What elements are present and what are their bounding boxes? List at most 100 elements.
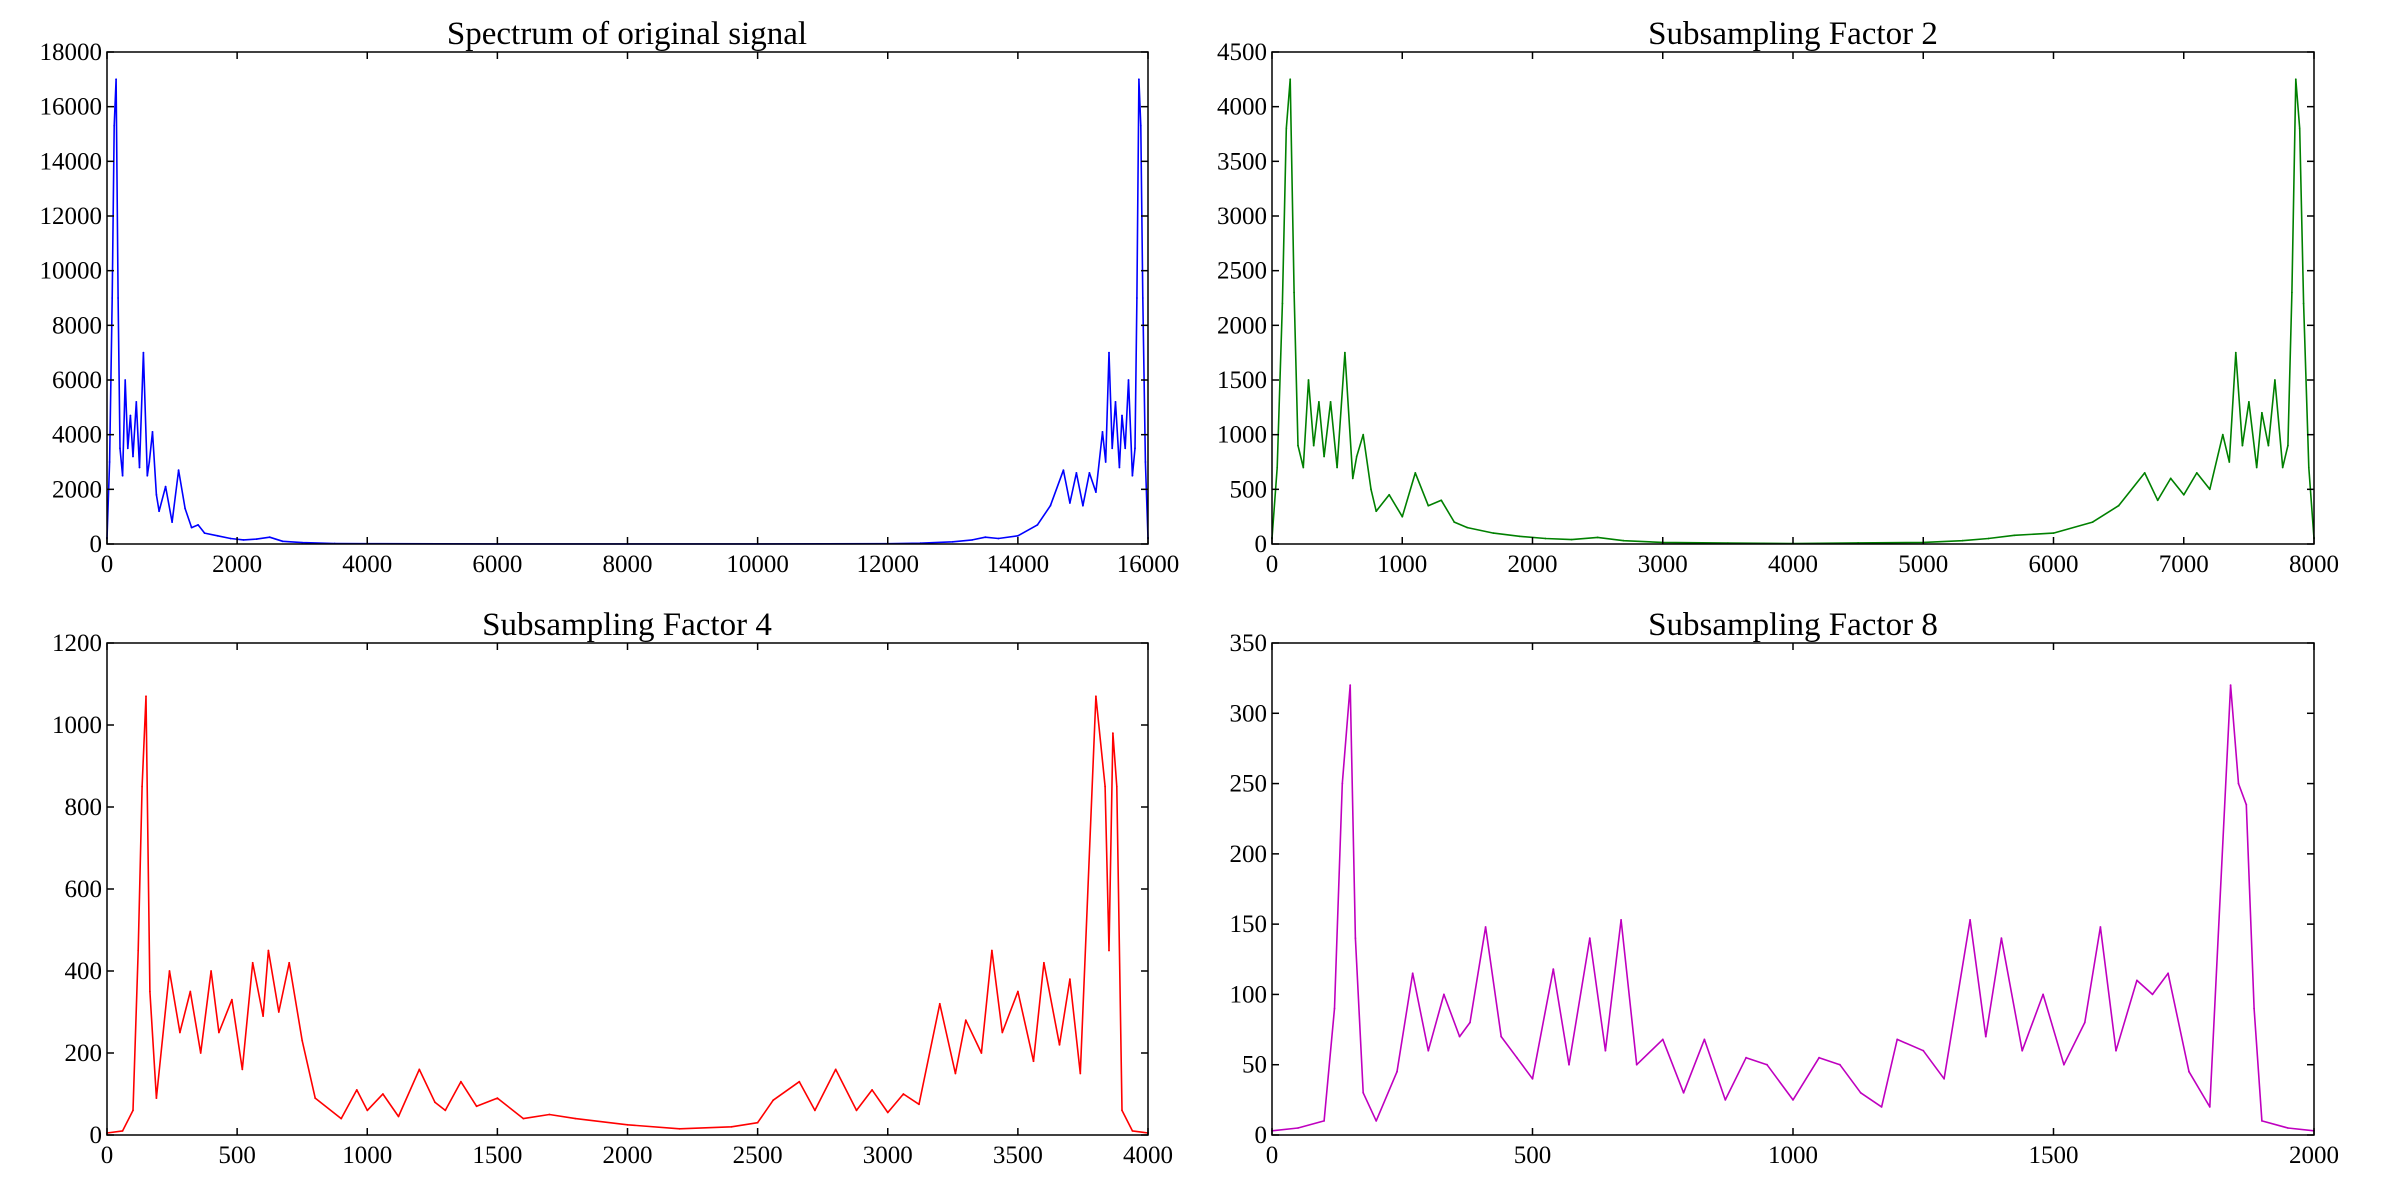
x-tick-label: 1000: [1768, 1142, 1818, 1169]
y-tick-label: 2000: [1217, 312, 1267, 339]
data-point: [1411, 972, 1414, 975]
data-point: [886, 1111, 889, 1114]
y-tick-label: 250: [1230, 771, 1268, 798]
data-point: [2302, 302, 2305, 305]
data-point: [980, 1052, 983, 1054]
data-point: [938, 1002, 941, 1005]
data-point: [1114, 401, 1117, 403]
x-tick-label: 12000: [857, 551, 920, 578]
data-point: [814, 1109, 816, 1112]
data-point: [1469, 1021, 1471, 1024]
data-point: [164, 485, 167, 488]
x-tick-label: 1500: [2029, 1142, 2079, 1169]
data-point: [1329, 401, 1332, 403]
x-tick-label: 2000: [2289, 1142, 2339, 1169]
y-tick-label: 400: [65, 958, 103, 985]
data-point: [902, 1093, 905, 1095]
data-point: [871, 1089, 873, 1091]
data-point: [1112, 732, 1114, 735]
data-point: [1766, 1063, 1768, 1066]
data-point: [418, 1068, 421, 1071]
x-tick-label: 500: [218, 1142, 256, 1169]
spectrum-line-series: [106, 695, 1149, 1134]
data-point: [2000, 937, 2003, 940]
x-tick-label: 0: [101, 1142, 114, 1169]
data-point: [1568, 1063, 1570, 1066]
data-point: [1453, 521, 1456, 523]
data-point: [834, 1068, 837, 1071]
series-line-0: [106, 695, 1149, 1134]
y-tick-label: 0: [1255, 531, 1268, 558]
data-point: [1552, 968, 1555, 970]
y-tick-label: 600: [65, 876, 103, 903]
data-point: [756, 1121, 759, 1124]
y-tick-label: 18000: [40, 39, 103, 66]
data-point: [281, 540, 284, 543]
data-point: [1058, 1043, 1061, 1046]
y-tick-label: 12000: [40, 203, 103, 230]
data-point: [1323, 455, 1325, 458]
data-point: [2298, 127, 2301, 130]
data-point: [1792, 1099, 1794, 1101]
data-point: [149, 990, 151, 993]
y-tick-label: 300: [1230, 700, 1268, 727]
data-point: [203, 532, 206, 534]
axis-ticks: 0 2000 4000 6000 8000 10000 12000 14000 16000 0 20…: [40, 39, 1180, 578]
data-point: [113, 124, 116, 127]
data-point: [129, 414, 132, 417]
data-point: [1001, 1031, 1004, 1034]
data-point: [2234, 351, 2237, 354]
data-point: [1069, 978, 1071, 981]
data-point: [1115, 785, 1118, 788]
data-point: [574, 1117, 577, 1120]
data-point: [148, 461, 151, 463]
data-point: [1661, 1038, 1664, 1041]
x-tick-label: 2000: [603, 1142, 653, 1169]
plot-frame: [106, 642, 1149, 1136]
data-point: [1427, 1049, 1430, 1052]
data-point: [111, 297, 114, 299]
data-point: [1108, 351, 1110, 354]
data-point: [1544, 537, 1547, 540]
data-point: [2091, 521, 2094, 523]
y-tick-label: 4500: [1217, 39, 1267, 66]
data-point: [2208, 1106, 2211, 1108]
data-point: [2287, 1127, 2289, 1129]
data-point: [1492, 532, 1495, 534]
data-point: [2248, 401, 2250, 403]
data-point: [115, 78, 117, 81]
data-point: [1139, 124, 1142, 127]
y-tick-label: 2500: [1217, 258, 1267, 285]
y-tick-label: 1000: [1217, 422, 1267, 449]
x-tick-label: 16000: [1117, 551, 1180, 578]
data-point: [1323, 1120, 1325, 1122]
data-point: [1880, 1106, 1883, 1108]
data-point: [135, 401, 138, 403]
data-point: [121, 474, 124, 477]
axis-ticks: 0 1000 2000 3000 4000 5000 6000 7000 8000 0 500 100…: [1217, 39, 2339, 578]
plot-frame: [1271, 642, 2315, 1136]
data-point: [1620, 919, 1622, 921]
data-point: [1414, 472, 1417, 474]
data-point: [117, 297, 119, 299]
data-point: [1440, 499, 1443, 502]
data-point: [229, 537, 232, 540]
data-point: [1370, 488, 1372, 491]
data-point: [2253, 1007, 2256, 1010]
data-point: [1124, 447, 1127, 450]
chart-panel-subsampling-4: Subsampling Factor 4 0 500 1000 1500 2000 250…: [52, 607, 1173, 1169]
data-point: [1307, 379, 1310, 381]
data-point: [1281, 302, 1284, 305]
data-point: [314, 1097, 317, 1099]
data-point: [1144, 461, 1147, 463]
data-point: [1336, 466, 1338, 469]
data-point: [1108, 949, 1110, 952]
data-point: [108, 461, 111, 463]
data-point: [460, 1080, 462, 1083]
data-point: [1466, 526, 1469, 529]
data-point: [1484, 926, 1487, 928]
data-point: [2261, 411, 2263, 414]
data-point: [132, 1109, 134, 1112]
x-tick-label: 6000: [2029, 551, 2079, 578]
